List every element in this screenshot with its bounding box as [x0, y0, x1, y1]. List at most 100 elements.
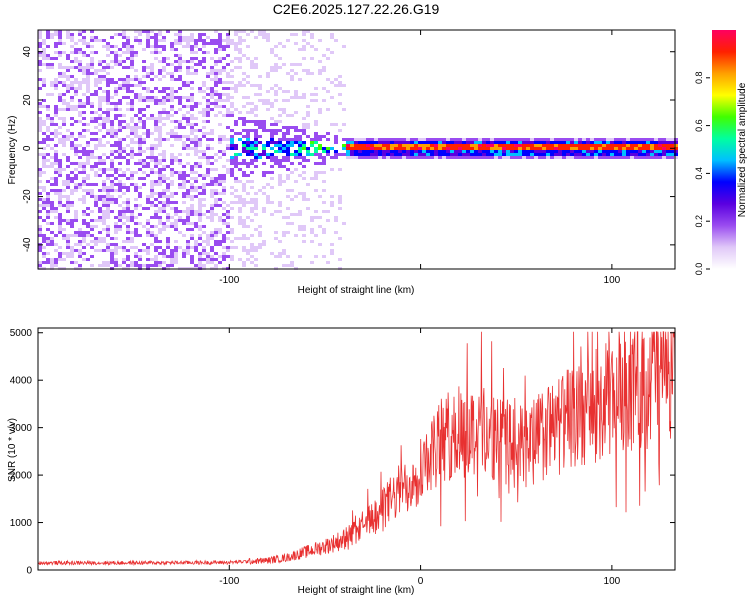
spectrogram-cell [630, 150, 634, 153]
spectrogram-cell [534, 144, 538, 147]
spectrogram-cell [130, 255, 134, 258]
spectrogram-cell [158, 120, 162, 123]
spectrogram-cell [186, 189, 190, 192]
spectrogram-cell [554, 147, 558, 150]
spectrogram-cell [218, 117, 222, 120]
spectrogram-cell [414, 141, 418, 144]
spectrogram-cell [86, 222, 90, 225]
spectrogram-cell [150, 45, 154, 48]
spectrogram-cell [286, 177, 290, 180]
spectrogram-cell [654, 156, 658, 159]
spectrogram-cell [66, 87, 70, 90]
spectrogram-cell [330, 249, 334, 252]
spectrogram-cell [286, 156, 290, 159]
spectrogram-cell [522, 156, 526, 159]
spectrogram-cell [222, 153, 226, 156]
spectrogram-cell [378, 138, 382, 141]
spectrogram-cell [506, 147, 510, 150]
spectrogram-cell [322, 210, 326, 213]
spectrogram-cell [102, 78, 106, 81]
spectrogram-cell [114, 198, 118, 201]
spectrogram-cell [170, 195, 174, 198]
spectrogram-cell [114, 54, 118, 57]
spectrogram-cell [98, 120, 102, 123]
spectrogram-cell [258, 84, 262, 87]
spectrogram-cell [142, 234, 146, 237]
spectrogram-cell [258, 126, 262, 129]
spectrogram-cell [462, 138, 466, 141]
spectrogram-cell [122, 126, 126, 129]
spectrogram-cell [102, 225, 106, 228]
spectrogram-cell [290, 189, 294, 192]
spectrogram-cell [254, 246, 258, 249]
spectrogram-cell [198, 39, 202, 42]
spectrogram-cell [322, 69, 326, 72]
spectrogram-cell [94, 195, 98, 198]
spectrogram-cell [162, 237, 166, 240]
spectrogram-cell [302, 93, 306, 96]
spectrogram-cell [58, 252, 62, 255]
spectrogram-cell [82, 54, 86, 57]
spectrogram-cell [42, 240, 46, 243]
spectrogram-cell [158, 207, 162, 210]
spectrogram-cell [182, 147, 186, 150]
spectrogram-cell [66, 225, 70, 228]
spectrogram-cell [106, 153, 110, 156]
spectrogram-cell [86, 153, 90, 156]
spectrogram-cell [342, 123, 346, 126]
spectrogram-cell [154, 48, 158, 51]
spectrogram-cell [42, 171, 46, 174]
spectrogram-cell [126, 90, 130, 93]
spectrogram-cell [206, 207, 210, 210]
spectrogram-cell [178, 33, 182, 36]
spectrogram-cell [318, 39, 322, 42]
spectrogram-cell [146, 105, 150, 108]
spectrogram-cell [230, 144, 234, 147]
spectrogram-cell [50, 249, 54, 252]
spectrogram-cell [230, 111, 234, 114]
spectrogram-cell [166, 96, 170, 99]
spectrogram-cell [238, 258, 242, 261]
spectrogram-cell [78, 192, 82, 195]
spectrogram-cell [42, 162, 46, 165]
spectrogram-cell [38, 192, 42, 195]
spectrogram-cell [550, 138, 554, 141]
spectrogram-y-tick-label: 40 [22, 46, 33, 58]
spectrogram-cell [554, 138, 558, 141]
spectrogram-cell [126, 237, 130, 240]
spectrogram-cell [462, 147, 466, 150]
spectrogram-cell [250, 66, 254, 69]
spectrogram-cell [54, 123, 58, 126]
spectrogram-cell [78, 51, 82, 54]
spectrogram-cell [218, 69, 222, 72]
spectrogram-cell [74, 186, 78, 189]
spectrogram-cell [246, 180, 250, 183]
spectrogram-cell [254, 249, 258, 252]
spectrogram-cell [226, 99, 230, 102]
spectrogram-cell [78, 120, 82, 123]
spectrogram-cell [426, 144, 430, 147]
spectrogram-cell [478, 141, 482, 144]
spectrogram-cell [246, 57, 250, 60]
spectrogram-cell [142, 171, 146, 174]
spectrogram-cell [142, 231, 146, 234]
spectrogram-cell [470, 156, 474, 159]
spectrogram-cell [70, 141, 74, 144]
spectrogram-cell [70, 180, 74, 183]
spectrogram-cell [246, 258, 250, 261]
spectrogram-cell [130, 171, 134, 174]
spectrogram-cell [90, 141, 94, 144]
spectrogram-cell [250, 180, 254, 183]
spectrogram-cell [142, 108, 146, 111]
spectrogram-cell [150, 171, 154, 174]
spectrogram-cell [150, 150, 154, 153]
spectrogram-cell [82, 36, 86, 39]
spectrogram-cell [162, 228, 166, 231]
spectrogram-cell [142, 48, 146, 51]
spectrogram-cell [214, 201, 218, 204]
spectrogram-cell [110, 45, 114, 48]
spectrogram-cell [194, 57, 198, 60]
spectrogram-cell [150, 87, 154, 90]
spectrogram-cell [110, 183, 114, 186]
spectrogram-cell [286, 264, 290, 267]
